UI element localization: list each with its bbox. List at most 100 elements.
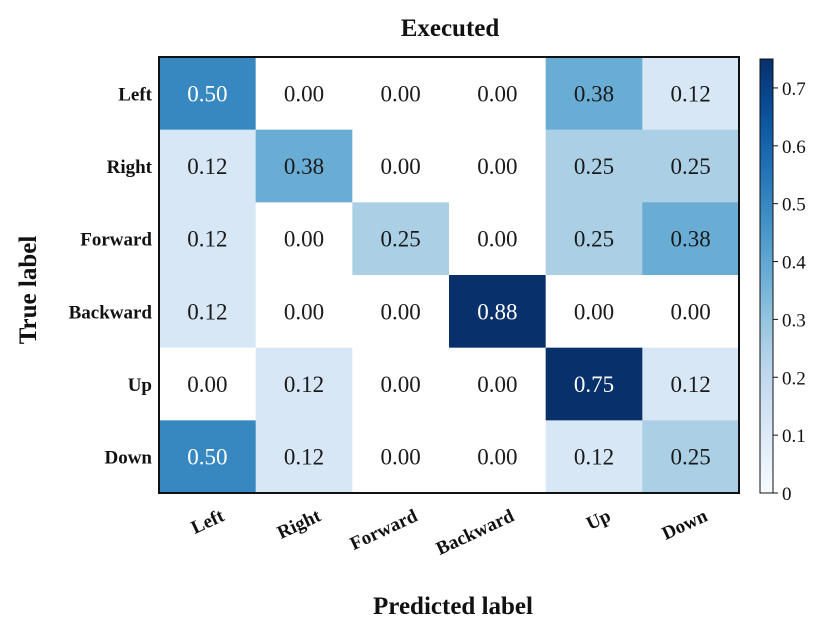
cell-value-label: 0.12	[284, 372, 324, 397]
cell-value-label: 0.00	[477, 372, 517, 397]
y-tick-label: Left	[118, 84, 152, 105]
cell-value-label: 0.00	[284, 81, 324, 106]
cell-value-label: 0.00	[284, 227, 324, 252]
cell-value-label: 0.00	[477, 154, 517, 179]
heatmap-cell	[159, 57, 257, 131]
x-tick-label: Up	[583, 505, 614, 534]
heatmap-cell	[159, 347, 257, 421]
heatmap-cell	[159, 420, 257, 494]
cell-value-label: 0.00	[187, 372, 227, 397]
heatmap-cells	[159, 57, 740, 494]
colorbar-tick-label: 0.2	[782, 368, 806, 389]
heatmap-cell	[255, 420, 353, 494]
cell-value-label: 0.25	[671, 154, 711, 179]
cell-value-label: 0.00	[381, 81, 421, 106]
cell-value-label: 0.00	[671, 299, 711, 324]
heatmap-cell	[352, 129, 450, 203]
heatmap-cell	[159, 202, 257, 276]
heatmap-cell	[352, 202, 450, 276]
cell-value-label: 0.00	[381, 154, 421, 179]
y-tick-label: Forward	[80, 230, 152, 251]
colorbar-ticks: 0 0.1 0.2 0.3 0.4 0.5 0.6 0.7	[773, 79, 806, 505]
plot-frame	[158, 56, 740, 494]
cell-value-label: 0.00	[381, 299, 421, 324]
x-tick-label: Left	[188, 505, 228, 539]
heatmap-cell	[545, 57, 643, 131]
colorbar-tick-label: 0	[782, 484, 792, 505]
cell-value-label: 0.12	[187, 299, 227, 324]
cell-value-label: 0.50	[187, 81, 227, 106]
heatmap-cell	[449, 275, 547, 349]
chart-title: Executed	[401, 15, 500, 42]
cell-value-label: 0.00	[477, 81, 517, 106]
heatmap-cell	[255, 57, 353, 131]
heatmap-cell	[545, 420, 643, 494]
heatmap-cell	[642, 347, 740, 421]
cell-value-label: 0.50	[187, 445, 227, 470]
cell-value-label: 0.00	[477, 445, 517, 470]
cell-value-label: 0.25	[381, 227, 421, 252]
x-tick-labels: Left Right Forward Backward Up Down	[188, 505, 711, 560]
cell-value-label: 0.00	[381, 445, 421, 470]
cell-value-label: 0.00	[477, 227, 517, 252]
heatmap-cell	[545, 347, 643, 421]
heatmap-cell	[449, 347, 547, 421]
heatmap-cell	[255, 202, 353, 276]
y-tick-label: Down	[104, 448, 152, 469]
y-tick-label: Right	[107, 157, 153, 178]
cell-value-label: 0.88	[477, 299, 517, 324]
heatmap-cell	[352, 347, 450, 421]
cell-value-label: 0.12	[671, 81, 711, 106]
x-tick-label: Forward	[347, 505, 421, 555]
cell-value-labels: 0.50 0.00 0.00 0.00 0.38 0.12 0.12 0.38 0.00 0.00…	[187, 81, 711, 469]
heatmap-cell	[449, 420, 547, 494]
colorbar-tick-label: 0.1	[782, 426, 806, 447]
colorbar	[759, 58, 774, 494]
heatmap-cell	[352, 420, 450, 494]
cell-value-label: 0.38	[671, 227, 711, 252]
y-tick-labels: Left Right Forward Backward Up Down	[69, 84, 153, 468]
cell-value-label: 0.12	[187, 227, 227, 252]
colorbar-tick-label: 0.6	[782, 137, 806, 158]
heatmap-cell	[352, 275, 450, 349]
cell-value-label: 0.38	[284, 154, 324, 179]
heatmap-cell	[449, 202, 547, 276]
cell-value-label: 0.12	[284, 445, 324, 470]
cell-value-label: 0.12	[187, 154, 227, 179]
cell-value-label: 0.12	[574, 445, 614, 470]
colorbar-tick-label: 0.5	[782, 195, 806, 216]
y-tick-label: Backward	[69, 302, 153, 323]
colorbar-tick-label: 0.3	[782, 310, 806, 331]
x-tick-label: Right	[274, 505, 325, 544]
y-axis-label: True label	[15, 236, 42, 345]
heatmap-cell	[545, 129, 643, 203]
heatmap-cell	[159, 129, 257, 203]
x-axis-label: Predicted label	[373, 593, 533, 620]
heatmap-cell	[545, 275, 643, 349]
heatmap-cell	[255, 347, 353, 421]
cell-value-label: 0.25	[574, 154, 614, 179]
x-tick-label: Down	[659, 505, 711, 544]
heatmap-cell	[642, 129, 740, 203]
cell-value-label: 0.25	[574, 227, 614, 252]
heatmap-cell	[449, 129, 547, 203]
cell-value-label: 0.75	[574, 372, 614, 397]
cell-value-label: 0.38	[574, 81, 614, 106]
heatmap-cell	[642, 57, 740, 131]
cell-value-label: 0.00	[381, 372, 421, 397]
heatmap-cell	[255, 129, 353, 203]
heatmap-cell	[642, 202, 740, 276]
colorbar-tick-label: 0.7	[782, 79, 806, 100]
cell-value-label: 0.12	[671, 372, 711, 397]
cell-value-label: 0.25	[671, 445, 711, 470]
heatmap-cell	[159, 275, 257, 349]
heatmap-cell	[449, 57, 547, 131]
cell-value-label: 0.00	[574, 299, 614, 324]
heatmap-cell	[545, 202, 643, 276]
cell-value-label: 0.00	[284, 299, 324, 324]
heatmap-cell	[642, 275, 740, 349]
heatmap-cell	[255, 275, 353, 349]
colorbar-tick-label: 0.4	[782, 253, 806, 274]
